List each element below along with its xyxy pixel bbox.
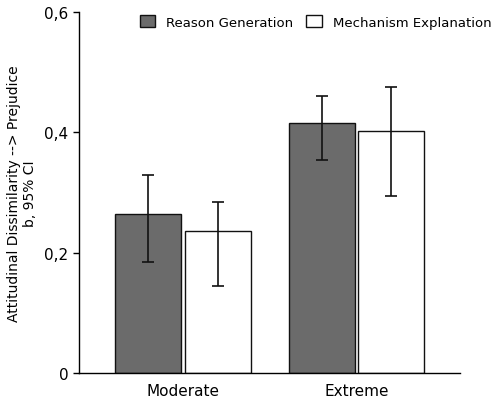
Bar bbox=[115, 214, 181, 373]
Legend: Reason Generation, Mechanism Explanation: Reason Generation, Mechanism Explanation bbox=[136, 12, 495, 34]
Bar bbox=[184, 231, 250, 373]
Bar bbox=[358, 131, 424, 373]
Y-axis label: Attitudinal Dissimilarity --> Prejudice
b, 95% CI: Attitudinal Dissimilarity --> Prejudice … bbox=[7, 65, 37, 321]
Bar bbox=[288, 124, 354, 373]
